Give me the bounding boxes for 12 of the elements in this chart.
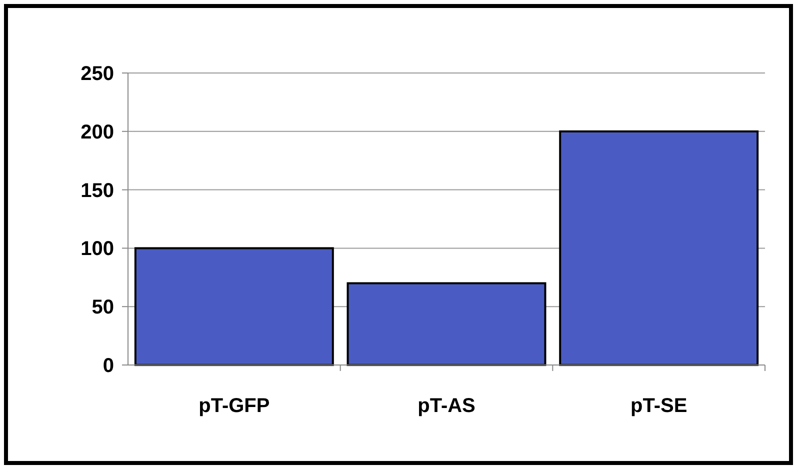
- x-tick-label: pT-GFP: [198, 395, 270, 417]
- x-tick-label: pT-AS: [418, 395, 476, 417]
- y-tick-label: 50: [92, 296, 114, 319]
- y-tick-label: 0: [102, 355, 114, 377]
- bar: [346, 282, 546, 366]
- y-tick-label: 100: [80, 238, 114, 260]
- x-tick-label: pT-SE: [630, 395, 688, 417]
- bar: [134, 247, 334, 366]
- bar: [559, 130, 759, 366]
- y-tick-label: 200: [80, 121, 114, 144]
- y-tick-label: 150: [80, 180, 114, 202]
- y-tick-label: 250: [80, 63, 114, 85]
